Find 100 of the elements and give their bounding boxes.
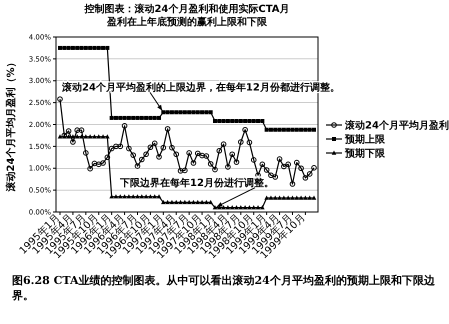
point: [105, 46, 110, 50]
point: [134, 163, 140, 169]
point: [204, 110, 208, 114]
point: [144, 116, 148, 120]
point: [290, 181, 296, 187]
point: [160, 144, 166, 150]
point: [246, 140, 252, 146]
point: [174, 200, 179, 204]
point: [105, 134, 110, 138]
point: [212, 205, 218, 210]
point: [101, 46, 106, 50]
point: [173, 151, 180, 158]
point: [100, 134, 106, 138]
point: [182, 168, 188, 174]
point: [234, 205, 239, 210]
point: [272, 174, 278, 180]
point: [84, 134, 88, 138]
point: [286, 196, 290, 200]
point: [118, 116, 122, 120]
point: [138, 156, 145, 162]
point: [92, 160, 98, 166]
point: [148, 116, 152, 120]
point: [66, 134, 71, 138]
point: [242, 205, 248, 210]
point: [66, 128, 72, 134]
point: [122, 194, 127, 198]
point: [113, 144, 119, 150]
point: [212, 166, 218, 172]
point: [122, 123, 128, 129]
point: [80, 46, 84, 50]
point: [131, 116, 136, 120]
point: [264, 196, 269, 200]
point: [290, 128, 294, 132]
point: [96, 134, 102, 138]
point: [170, 200, 174, 204]
point: [182, 200, 188, 204]
point: [126, 194, 132, 198]
point: [78, 127, 84, 133]
point: [273, 128, 278, 132]
point: [312, 128, 316, 132]
point: [58, 46, 62, 50]
point: [306, 171, 312, 177]
point: [108, 146, 114, 152]
point: [140, 116, 144, 120]
point: [242, 126, 248, 133]
point: [303, 196, 308, 200]
point: [282, 128, 286, 132]
point: [251, 205, 256, 210]
point: [96, 162, 102, 168]
point: [62, 46, 66, 50]
point: [282, 196, 286, 200]
point: [139, 194, 144, 198]
point: [178, 110, 183, 114]
point: [114, 116, 118, 120]
point: [294, 160, 300, 166]
point: [234, 119, 239, 123]
point: [88, 46, 92, 50]
point: [164, 126, 170, 132]
point: [199, 152, 205, 158]
point: [230, 205, 235, 210]
point: [70, 139, 76, 145]
point: [170, 110, 174, 114]
point: [260, 162, 266, 168]
point: [57, 96, 63, 102]
point: [70, 134, 76, 138]
caption: 图6.28 CTA业绩的控制图表。从中可以看出滚动24个月平均盈利的预期上限和下限边界。: [11, 274, 436, 302]
point: [110, 116, 114, 120]
point: [117, 144, 124, 150]
point: [196, 110, 200, 114]
point: [75, 46, 80, 50]
point: [311, 165, 317, 171]
point: [226, 119, 230, 123]
point: [156, 194, 162, 198]
point: [156, 154, 162, 160]
point: [70, 46, 75, 50]
point: [194, 150, 201, 156]
legend-label: 滚动24个月平均月盈利: [344, 120, 449, 132]
point: [130, 194, 136, 198]
point: [114, 194, 118, 198]
point: [276, 156, 282, 162]
point: [252, 119, 256, 123]
point: [166, 110, 170, 114]
point: [303, 128, 308, 132]
point: [104, 154, 110, 160]
point: [152, 194, 158, 198]
point: [225, 164, 231, 170]
point: [222, 119, 226, 123]
point: [74, 134, 80, 138]
point: [285, 162, 291, 168]
point: [268, 172, 274, 178]
legend-label: 预期下限: [344, 148, 386, 160]
point: [118, 194, 123, 198]
point: [216, 148, 222, 154]
point: [148, 144, 154, 150]
point: [135, 116, 140, 120]
point: [230, 119, 234, 123]
point: [234, 159, 240, 165]
point: [217, 119, 222, 123]
point: [212, 119, 217, 123]
point: [208, 161, 214, 167]
